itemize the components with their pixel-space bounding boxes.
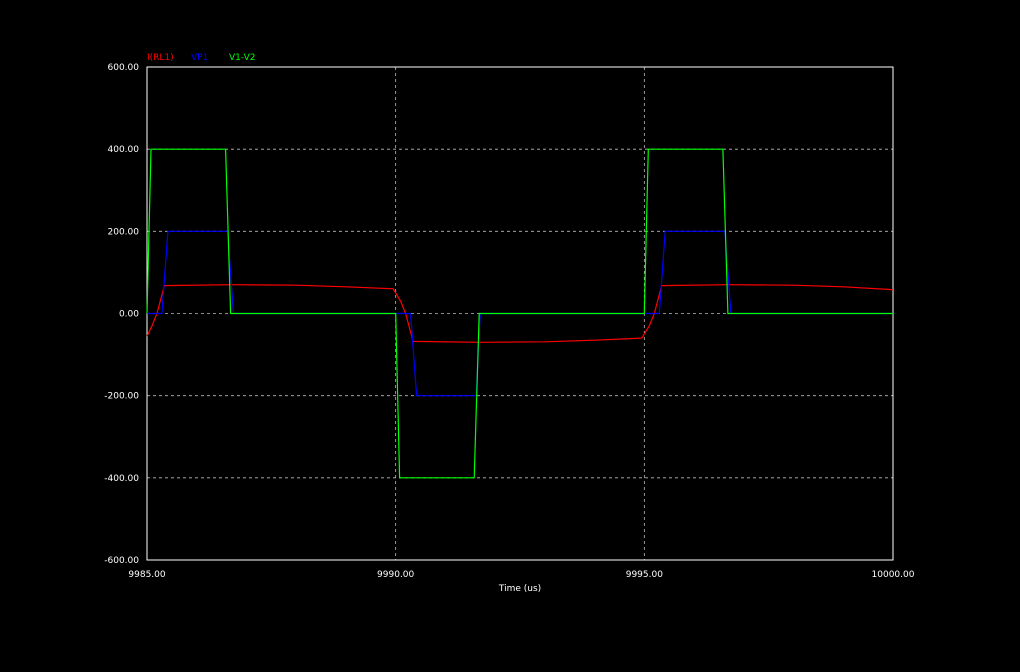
legend: I(RL1) VP1 V1-V2	[147, 53, 256, 63]
x-tick-label: 10000.00	[872, 570, 915, 580]
legend-entry-3: V1-V2	[229, 53, 256, 63]
legend-entry-1: I(RL1)	[147, 53, 174, 63]
y-tick-label: 400.00	[108, 145, 140, 155]
series-line-3	[146, 148, 893, 479]
series-line-2	[147, 230, 893, 397]
y-tick-label: 600.00	[108, 63, 140, 73]
y-tick-label: 200.00	[108, 227, 140, 237]
x-tick-label: 9995.00	[626, 570, 663, 580]
x-axis-label: Time (us)	[498, 584, 541, 594]
x-tick-label: 9990.00	[377, 570, 414, 580]
y-tick-label: -400.00	[104, 474, 139, 484]
legend-entry-2: VP1	[191, 53, 208, 63]
y-tick-label: 0.00	[119, 310, 139, 320]
y-axis-tick-labels: 600.00 400.00 200.00 0.00 -200.00 -400.00 -600…	[104, 63, 139, 566]
x-tick-label: 9985.00	[128, 570, 165, 580]
y-tick-label: -600.00	[104, 556, 139, 566]
series-lines	[146, 148, 894, 479]
x-axis-tick-labels: 9985.00 9990.00 9995.00 10000.00	[128, 570, 914, 580]
series-line-1	[146, 284, 894, 343]
y-tick-label: -200.00	[104, 392, 139, 402]
